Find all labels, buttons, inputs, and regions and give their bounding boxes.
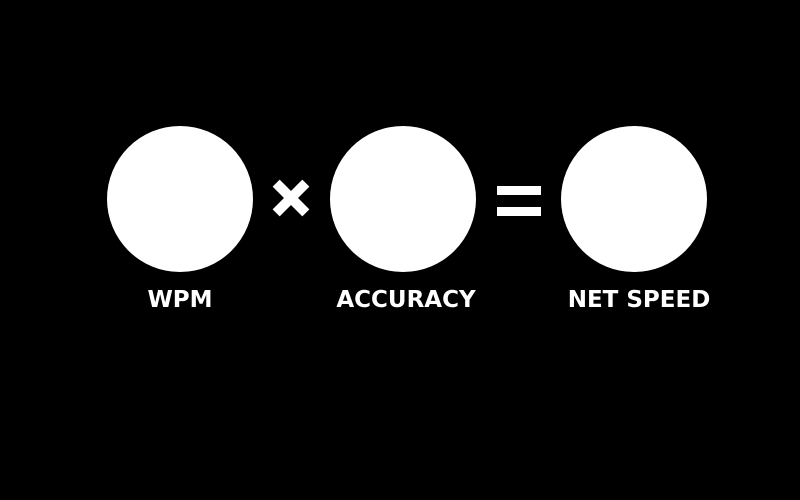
net-speed-label: NET SPEED bbox=[567, 287, 711, 313]
accuracy-circle bbox=[330, 126, 476, 272]
multiply-icon bbox=[270, 177, 312, 219]
accuracy-label: ACCURACY bbox=[336, 287, 476, 313]
equals-icon bbox=[497, 186, 541, 216]
wpm-circle bbox=[107, 126, 253, 272]
net-speed-circle bbox=[561, 126, 707, 272]
wpm-label: WPM bbox=[147, 287, 213, 313]
